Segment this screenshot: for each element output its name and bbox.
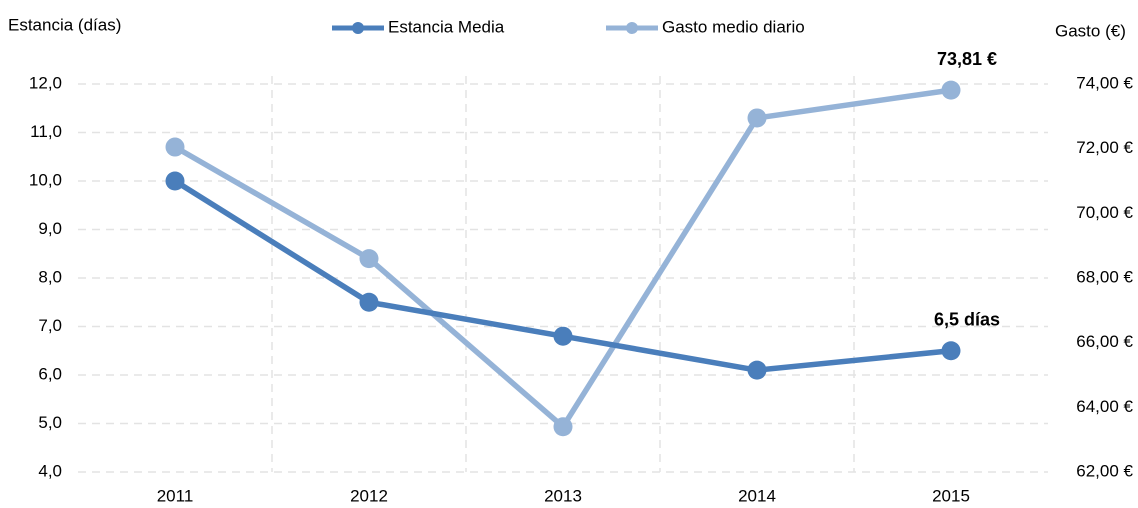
legend-marker [352, 22, 364, 34]
x-tick-label: 2012 [350, 486, 388, 505]
data-point [553, 326, 573, 346]
legend-label: Estancia Media [388, 17, 505, 36]
legend-label: Gasto medio diario [662, 17, 805, 36]
data-point [941, 80, 961, 100]
y2-tick-label: 70,00 € [1076, 203, 1133, 222]
y-tick-label: 9,0 [38, 219, 62, 238]
y-tick-label: 4,0 [38, 461, 62, 480]
x-tick-label: 2011 [157, 486, 194, 505]
legend-marker [626, 22, 638, 34]
y-tick-label: 8,0 [38, 267, 62, 286]
data-point [747, 360, 767, 380]
data-point [165, 171, 185, 191]
data-point [941, 341, 961, 361]
y2-axis-title: Gasto (€) [1055, 21, 1126, 40]
data-point [747, 108, 767, 128]
y-axis-title: Estancia (días) [8, 15, 121, 34]
y2-tick-label: 72,00 € [1076, 138, 1133, 157]
y-tick-label: 6,0 [38, 364, 62, 383]
data-label: 73,81 € [937, 49, 997, 69]
y-tick-label: 10,0 [29, 170, 62, 189]
data-point [553, 417, 573, 437]
x-tick-label: 2014 [738, 486, 776, 505]
y2-tick-label: 68,00 € [1076, 267, 1133, 286]
x-tick-label: 2015 [932, 486, 970, 505]
y-tick-label: 5,0 [38, 413, 62, 432]
data-point [165, 137, 185, 157]
y-tick-label: 11,0 [30, 122, 62, 141]
y-tick-label: 12,0 [29, 73, 62, 92]
data-point [359, 292, 379, 312]
data-label: 6,5 días [934, 310, 1000, 330]
y2-tick-label: 74,00 € [1076, 73, 1133, 92]
data-point [359, 249, 379, 269]
y2-tick-label: 66,00 € [1076, 332, 1133, 351]
series-line [173, 87, 952, 430]
y2-tick-label: 62,00 € [1076, 461, 1133, 480]
y-tick-label: 7,0 [38, 316, 62, 335]
y2-tick-label: 64,00 € [1076, 397, 1133, 416]
x-tick-label: 2013 [544, 486, 582, 505]
